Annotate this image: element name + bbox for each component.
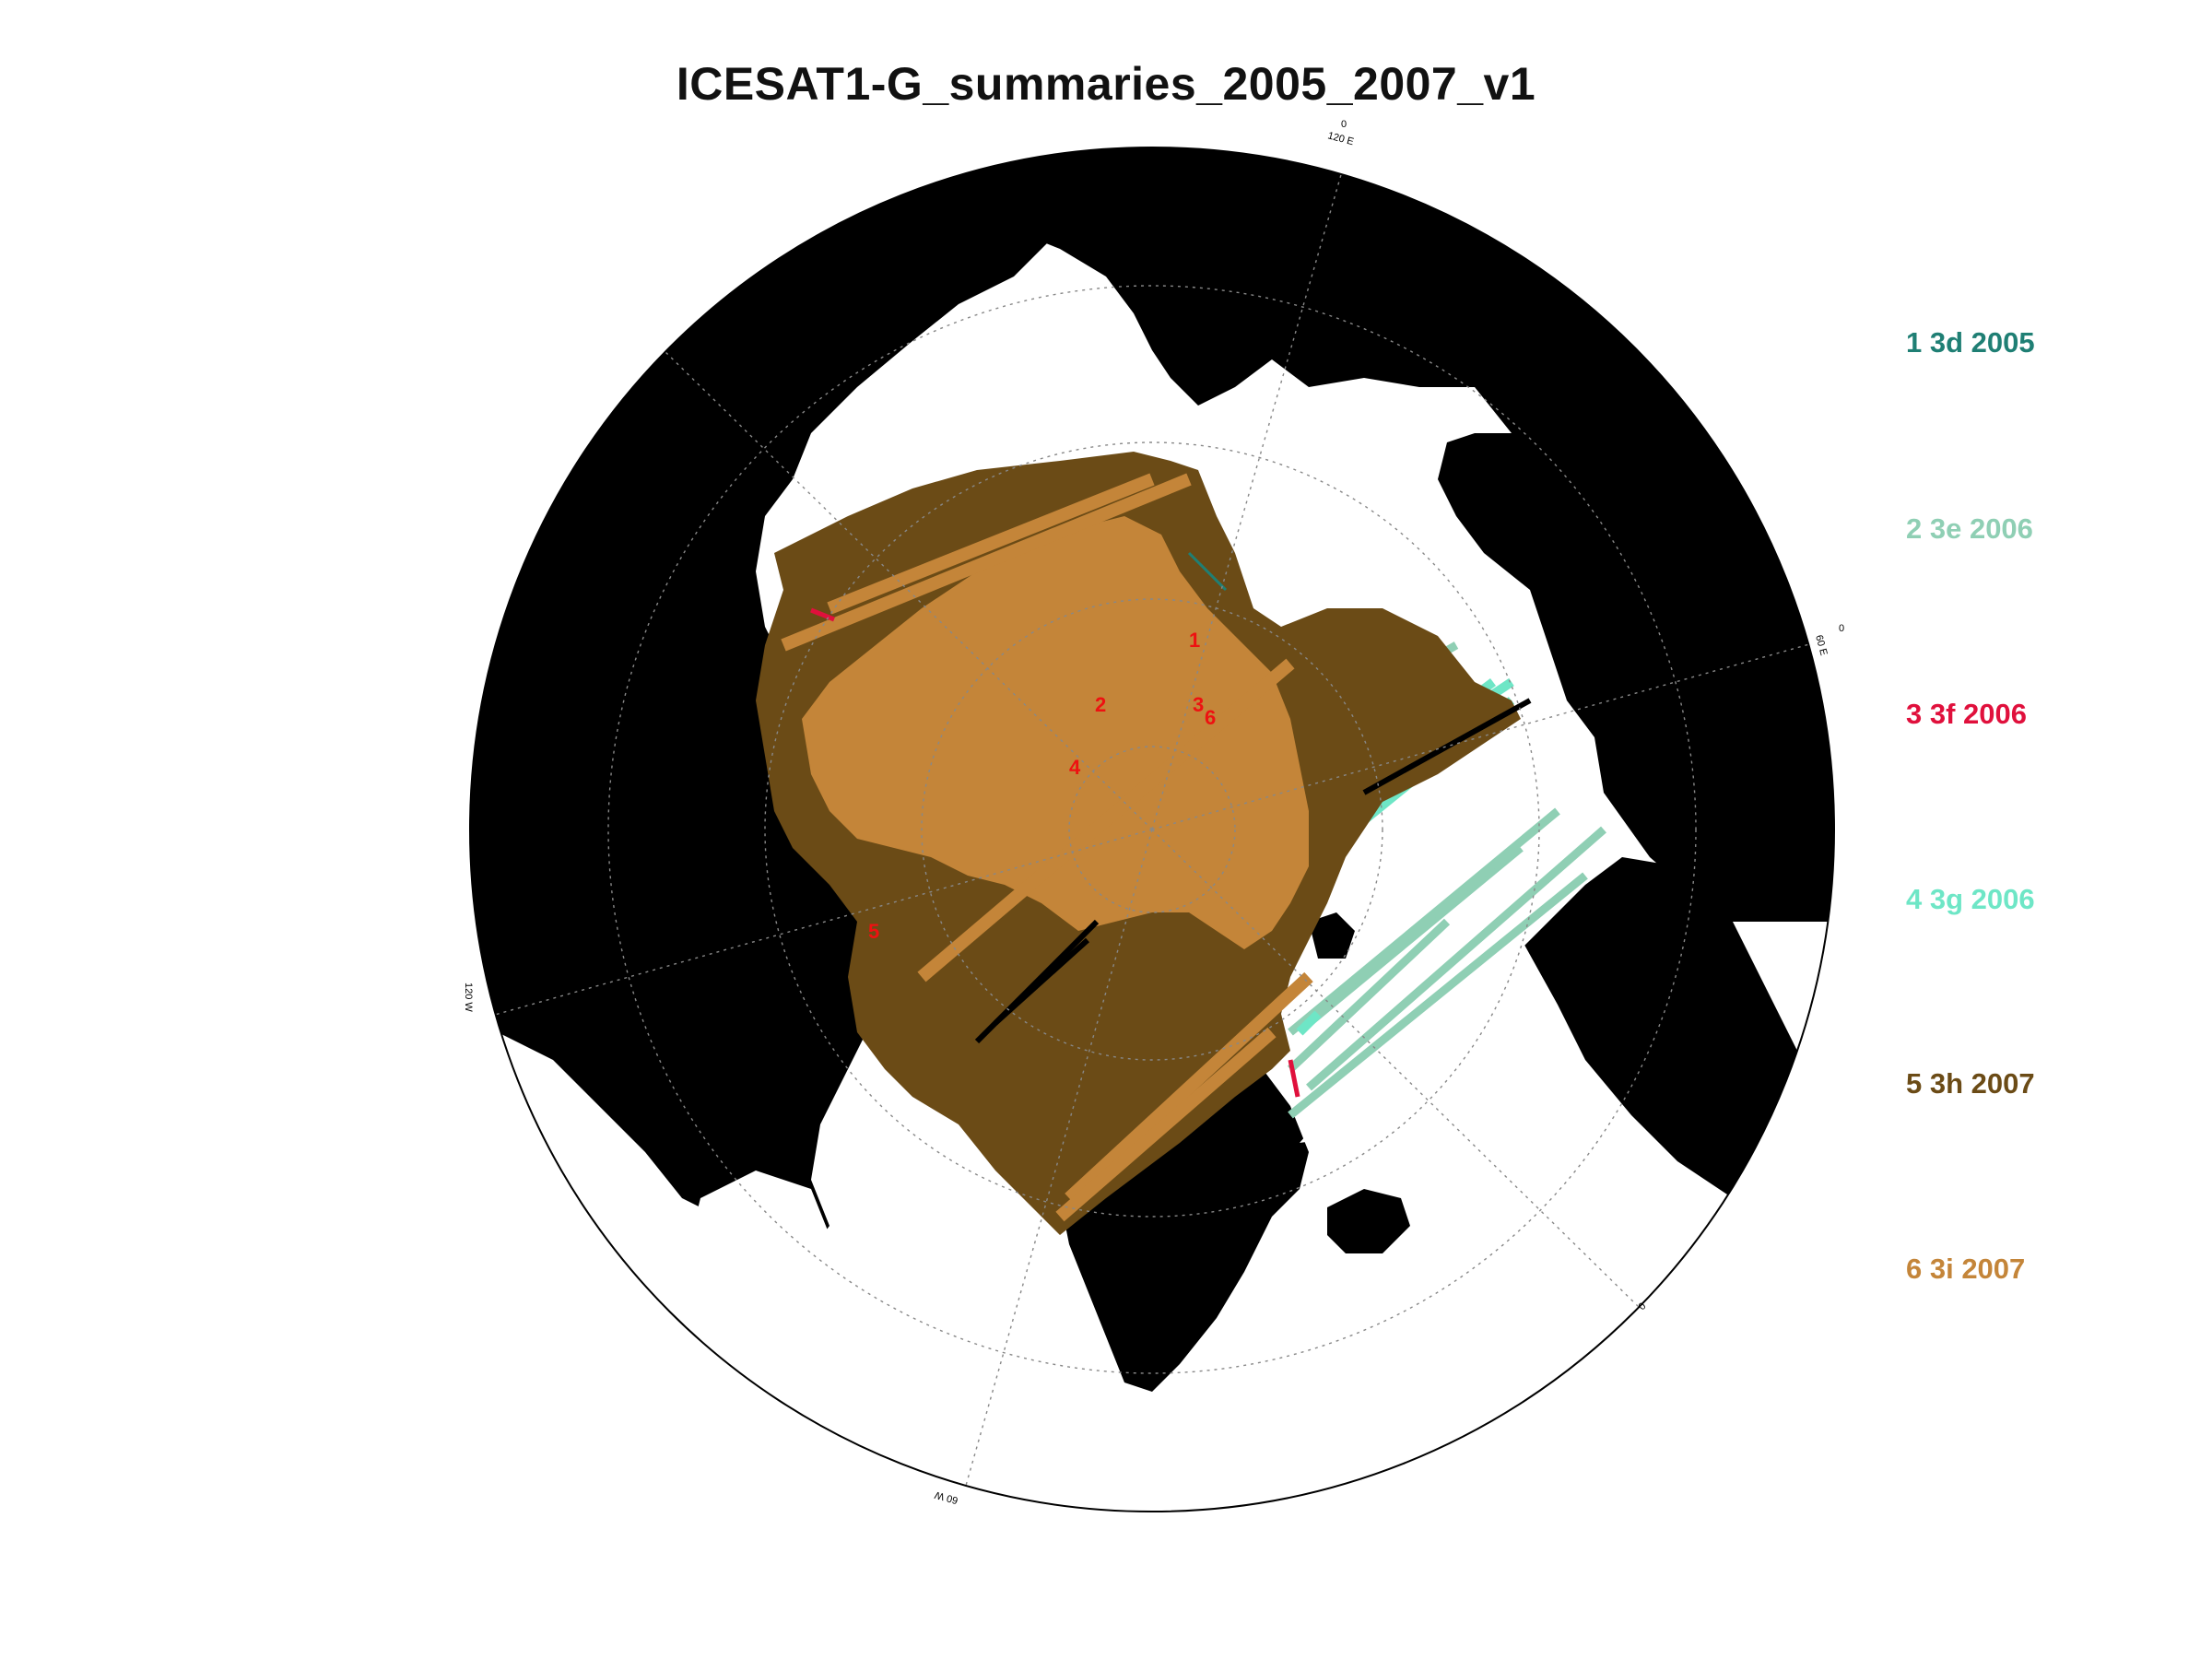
legend-item-3d-2005: 1 3d 2005 xyxy=(1906,326,2035,359)
map-label-6: 6 xyxy=(1205,706,1216,729)
map-label-5: 5 xyxy=(868,920,879,943)
legend-item-3i-2007: 6 3i 2007 xyxy=(1906,1253,2025,1286)
legend-item-3f-2006: 3 3f 2006 xyxy=(1906,698,2027,731)
graticule-label: 0 xyxy=(1839,623,1844,634)
graticule-label: 60 W xyxy=(933,1488,959,1505)
map-label-4: 4 xyxy=(1069,756,1081,779)
map-label-2: 2 xyxy=(1095,693,1106,716)
graticule-label: 0 xyxy=(1341,119,1347,130)
legend-item-3g-2006: 4 3g 2006 xyxy=(1906,883,2035,916)
legend-item-3h-2007: 5 3h 2007 xyxy=(1906,1067,2035,1100)
map-label-3: 3 xyxy=(1193,693,1204,716)
graticule-label: 120 E xyxy=(1326,130,1355,147)
legend-item-3e-2006: 2 3e 2006 xyxy=(1906,512,2033,546)
graticule-label: 120 W xyxy=(463,982,474,1012)
map-label-1: 1 xyxy=(1189,629,1200,652)
graticule-label: 60 E xyxy=(1813,634,1829,657)
